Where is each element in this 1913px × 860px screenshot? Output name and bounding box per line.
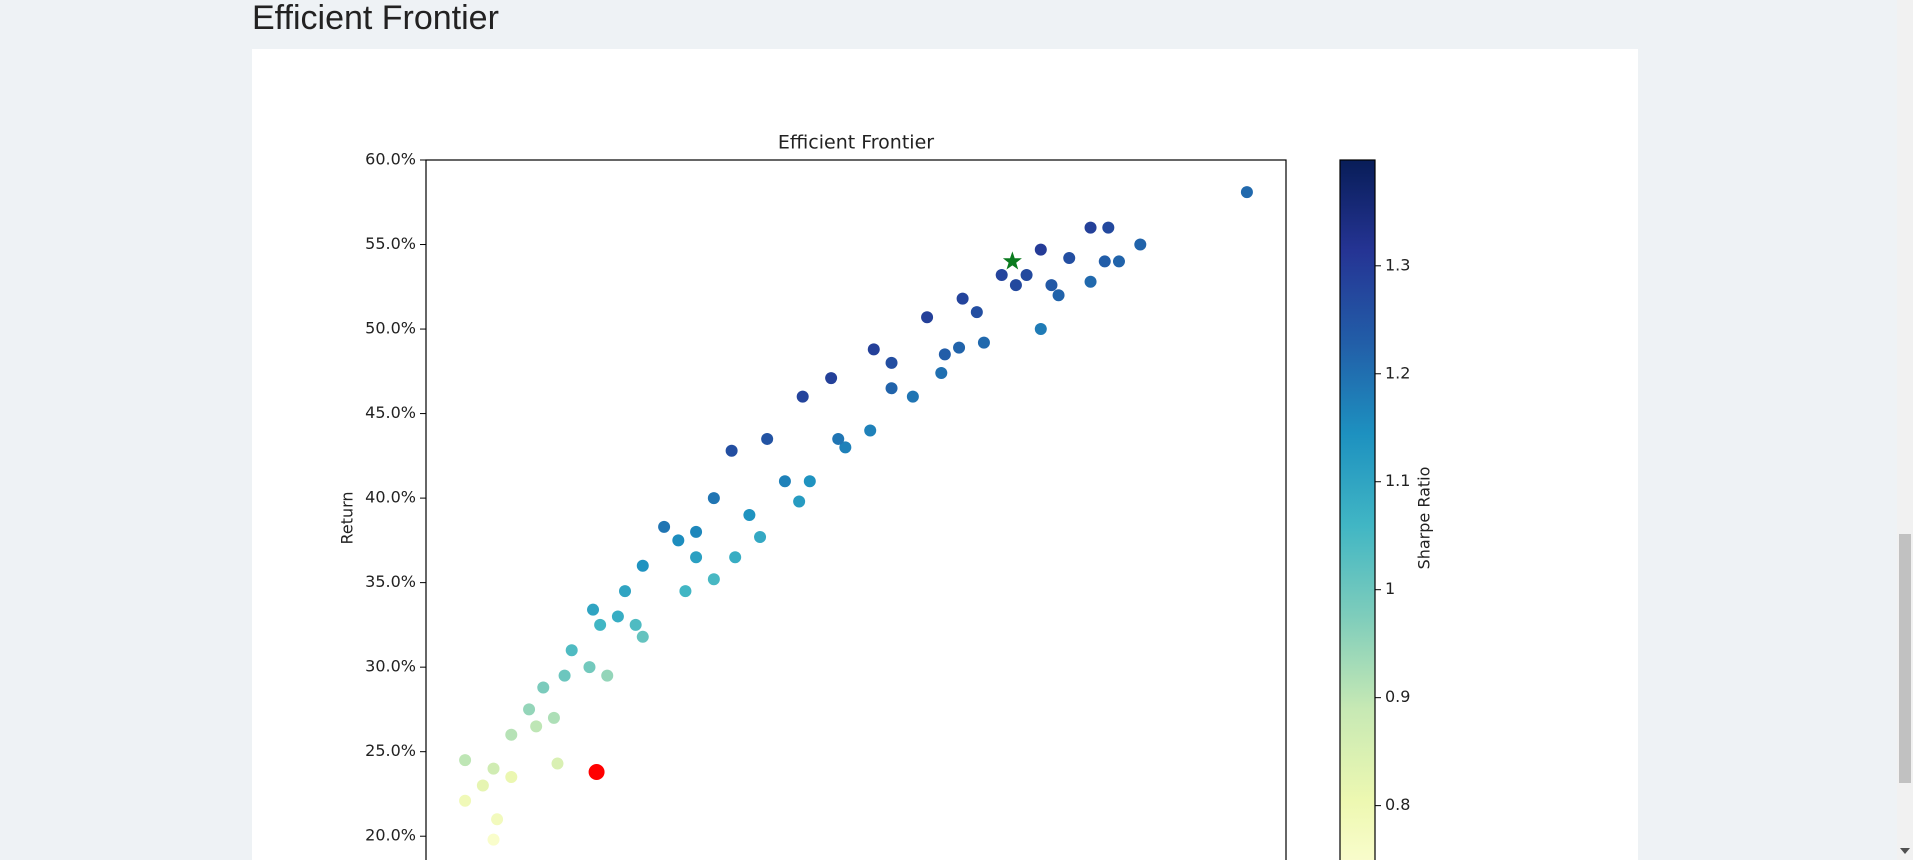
min-volatility-marker bbox=[588, 763, 605, 780]
scatter-point bbox=[1063, 252, 1076, 265]
scatter-point bbox=[761, 432, 774, 445]
scatter-point bbox=[530, 720, 543, 733]
scatter-point bbox=[487, 833, 500, 846]
colorbar-label: Sharpe Ratio bbox=[1415, 467, 1434, 570]
y-axis-label: Return bbox=[338, 491, 357, 544]
y-tick-label: 45.0% bbox=[365, 403, 416, 422]
plot-frame bbox=[425, 159, 1287, 860]
scatter-point bbox=[1034, 243, 1047, 256]
scatter-point bbox=[1052, 289, 1065, 302]
scatter-point bbox=[956, 292, 969, 305]
scatter-point bbox=[629, 618, 642, 631]
scatter-point bbox=[707, 492, 720, 505]
scatter-point bbox=[636, 559, 649, 572]
scatter-point bbox=[1034, 323, 1047, 336]
scatter-point bbox=[636, 630, 649, 643]
colorbar-tick-label: 1 bbox=[1385, 579, 1395, 598]
y-tick-label: 20.0% bbox=[365, 826, 416, 845]
scatter-point bbox=[1134, 238, 1147, 251]
scatter-point bbox=[707, 573, 720, 586]
scatter-point bbox=[725, 444, 738, 457]
scatter-point bbox=[459, 754, 472, 767]
scatter-point bbox=[796, 390, 809, 403]
scatter-point bbox=[672, 534, 685, 547]
scatter-point bbox=[977, 336, 990, 349]
scatter-point bbox=[1240, 186, 1253, 199]
scatter-point bbox=[679, 585, 692, 598]
scatter-point bbox=[743, 509, 756, 522]
scatter-point bbox=[970, 306, 983, 319]
scatter-point bbox=[938, 348, 951, 361]
scatter-point bbox=[754, 530, 767, 543]
scatter-point bbox=[885, 356, 898, 369]
scatter-point bbox=[558, 669, 571, 682]
scatter-point bbox=[611, 610, 624, 623]
scatter-point bbox=[505, 728, 518, 741]
scatter-point bbox=[793, 495, 806, 508]
scatter-point bbox=[885, 382, 898, 395]
scatter-point bbox=[658, 520, 671, 533]
scatter-point bbox=[487, 762, 500, 775]
scatter-point bbox=[565, 644, 578, 657]
scatter-point bbox=[1020, 268, 1033, 281]
scroll-down-arrow[interactable] bbox=[1900, 848, 1910, 854]
colorbar bbox=[1339, 159, 1376, 860]
scatter-point bbox=[547, 711, 560, 724]
scatter-point bbox=[505, 771, 518, 784]
y-tick-label: 25.0% bbox=[365, 741, 416, 760]
scatter-point bbox=[1084, 275, 1097, 288]
y-tick-label: 55.0% bbox=[365, 234, 416, 253]
scatter-point bbox=[523, 703, 536, 716]
scatter-point bbox=[839, 441, 852, 454]
scatter-point bbox=[690, 525, 703, 538]
scatter-point bbox=[867, 343, 880, 356]
scatter-point bbox=[803, 475, 816, 488]
scatter-point bbox=[476, 779, 489, 792]
scrollbar-thumb[interactable] bbox=[1899, 534, 1911, 783]
colorbar-tick-label: 1.2 bbox=[1385, 363, 1410, 382]
scatter-point bbox=[729, 551, 742, 564]
scatter-point bbox=[832, 432, 845, 445]
scatter-point bbox=[619, 585, 632, 598]
y-tick-label: 35.0% bbox=[365, 572, 416, 591]
scatter-point bbox=[690, 551, 703, 564]
scatter-point bbox=[1112, 255, 1125, 268]
scatter-point bbox=[587, 603, 600, 616]
scatter-point bbox=[1009, 279, 1022, 292]
scatter-point bbox=[1045, 279, 1058, 292]
scatter-point bbox=[953, 341, 966, 354]
scatter-point bbox=[778, 475, 791, 488]
y-tick-label: 40.0% bbox=[365, 488, 416, 507]
scatter-point bbox=[995, 268, 1008, 281]
colorbar-tick-label: 1.3 bbox=[1385, 255, 1410, 274]
scatter-point bbox=[594, 618, 607, 631]
scatter-point bbox=[1102, 221, 1115, 234]
y-tick-label: 30.0% bbox=[365, 657, 416, 676]
scatter-point bbox=[583, 661, 596, 674]
scatter-point bbox=[459, 794, 472, 807]
y-tick-label: 60.0% bbox=[365, 150, 416, 169]
scatter-point bbox=[825, 372, 838, 385]
scatter-point bbox=[601, 669, 614, 682]
panel bbox=[252, 49, 1638, 860]
scatter-point bbox=[491, 813, 504, 826]
scatter-point bbox=[921, 311, 934, 324]
chart-title: Efficient Frontier bbox=[778, 132, 934, 154]
scatter-point bbox=[1098, 255, 1111, 268]
colorbar-tick-label: 1.1 bbox=[1385, 471, 1410, 490]
page-heading: Efficient Frontier bbox=[252, 0, 499, 37]
scatter-point bbox=[935, 367, 948, 380]
scatter-point bbox=[551, 757, 564, 770]
colorbar-tick-label: 0.8 bbox=[1385, 795, 1410, 814]
scatter-point bbox=[864, 424, 877, 437]
optimal-portfolio-marker bbox=[1002, 251, 1022, 270]
colorbar-tick-label: 0.9 bbox=[1385, 687, 1410, 706]
y-tick-label: 50.0% bbox=[365, 319, 416, 338]
scatter-point bbox=[906, 390, 919, 403]
scatter-point bbox=[1084, 221, 1097, 234]
scatter-point bbox=[537, 681, 550, 694]
